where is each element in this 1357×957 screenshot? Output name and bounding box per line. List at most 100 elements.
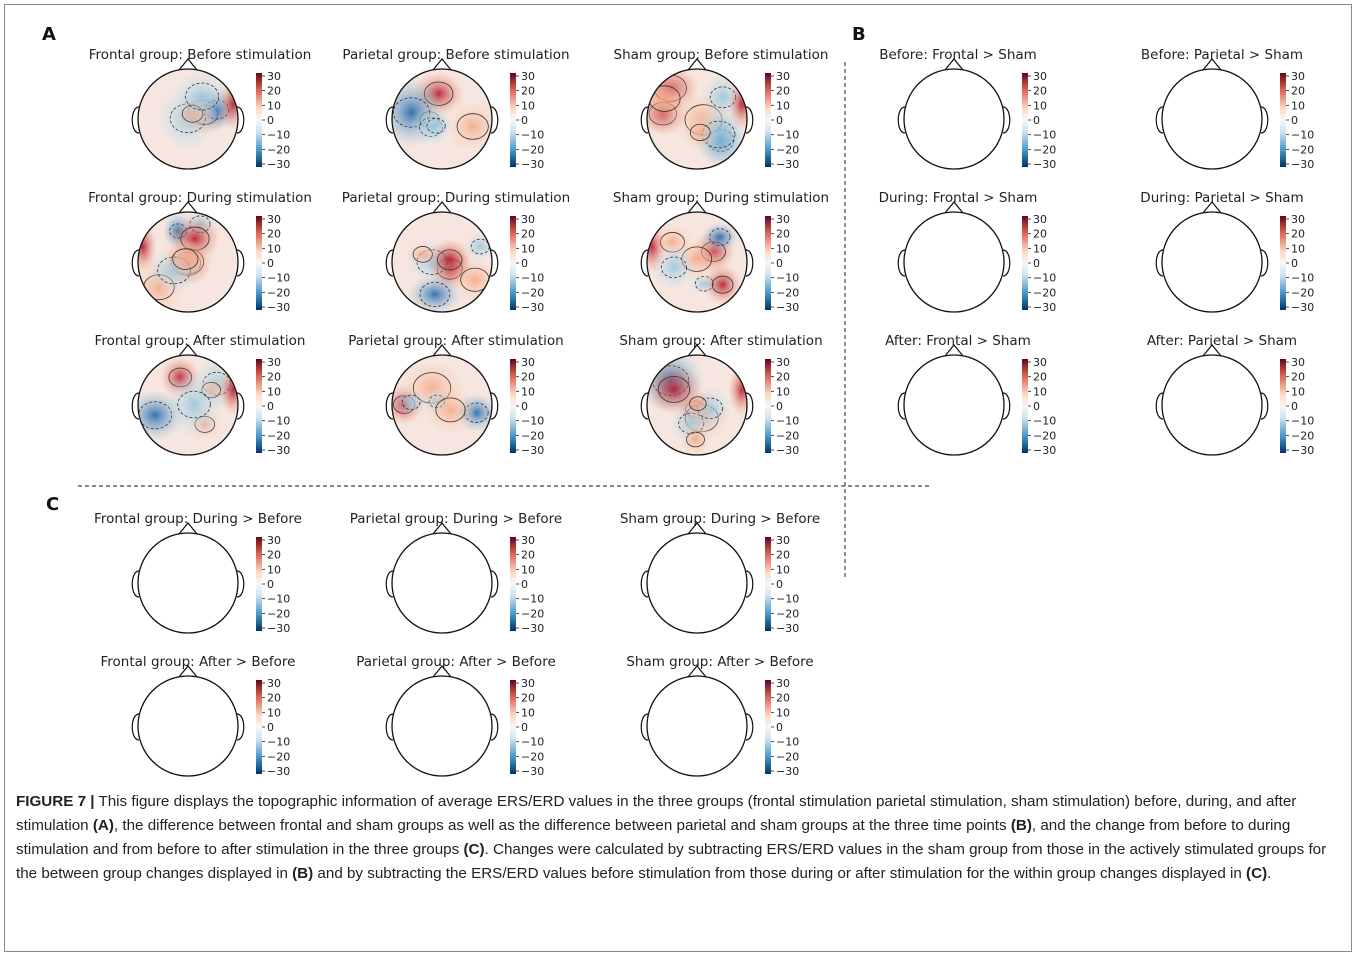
colorbar-tick-label: −20 xyxy=(776,429,799,442)
colorbar-tick-label: 20 xyxy=(267,549,281,562)
nose-marker xyxy=(1202,344,1222,357)
left-ear xyxy=(131,570,140,598)
colorbar-tick-label: 20 xyxy=(1033,228,1047,241)
colorbar-tick-label: 0 xyxy=(776,578,783,591)
colorbar-tick-label: −20 xyxy=(776,750,799,763)
left-ear xyxy=(385,392,394,420)
topomap-title: After: Frontal > Sham xyxy=(885,333,1031,349)
caption-text: , and the change from before to during s… xyxy=(16,817,1291,858)
colorbar-tick-label: 30 xyxy=(521,70,535,83)
colorbar-tick-label: 10 xyxy=(521,706,535,719)
left-ear xyxy=(640,106,649,134)
colorbar-tick-label: −20 xyxy=(521,607,544,620)
colorbar-tick-label: 0 xyxy=(267,257,274,270)
topomap-field xyxy=(392,676,503,776)
head-outline xyxy=(903,68,1005,170)
colorbar-tick-label: 10 xyxy=(1033,242,1047,255)
head-outline xyxy=(1161,211,1263,313)
colorbar-tick-label: 10 xyxy=(1291,385,1305,398)
head-outline xyxy=(137,675,239,777)
colorbar-tick-label: −20 xyxy=(776,143,799,156)
right-ear xyxy=(1260,249,1269,277)
colorbar-tick-label: −30 xyxy=(521,301,544,314)
colorbar-tick-label: −30 xyxy=(1291,444,1314,457)
colorbar-tick-label: −10 xyxy=(521,736,544,749)
colorbar-tick-label: 10 xyxy=(1033,99,1047,112)
right-ear xyxy=(490,713,499,741)
topomap-field xyxy=(647,212,747,312)
colorbar-tick-label: 10 xyxy=(776,242,790,255)
colorbar-tick-label: −30 xyxy=(267,622,290,635)
colorbar-tick-label: 30 xyxy=(521,356,535,369)
topomap-field xyxy=(1162,355,1271,456)
colorbar-tick-label: −30 xyxy=(267,158,290,171)
colorbar-tick-label: 30 xyxy=(776,70,790,83)
colorbar-tick-label: 10 xyxy=(267,99,281,112)
colorbar-tick-label: 10 xyxy=(776,385,790,398)
head-outline xyxy=(646,68,748,170)
colorbar-tick-label: 0 xyxy=(267,721,274,734)
colorbar-tick-label: 30 xyxy=(1291,356,1305,369)
colorbar-tick-label: −30 xyxy=(1033,158,1056,171)
nose-marker xyxy=(687,522,707,535)
panel-letter-a: A xyxy=(42,24,56,45)
topomap-title: During: Frontal > Sham xyxy=(879,190,1038,206)
colorbar-tick-label: 0 xyxy=(267,114,274,127)
colorbar-tick-label: 20 xyxy=(267,371,281,384)
topomap-title: Sham group: During stimulation xyxy=(613,190,829,206)
right-ear xyxy=(236,570,245,598)
colorbar xyxy=(1022,216,1028,310)
colorbar-tick-label: 20 xyxy=(521,549,535,562)
colorbar-tick-label: −10 xyxy=(521,129,544,142)
caption-panel-ref: (B) xyxy=(1010,817,1032,834)
topomap: Parietal group: During stimulation 30 2010… xyxy=(342,190,570,314)
colorbar-tick-label: 10 xyxy=(267,242,281,255)
colorbar-tick-label: 30 xyxy=(267,213,281,226)
colorbar xyxy=(1022,73,1028,167)
caption-panel-ref: (C) xyxy=(1246,865,1268,882)
left-ear xyxy=(385,713,394,741)
head-outline xyxy=(137,68,239,170)
colorbar-tick-label: 30 xyxy=(267,356,281,369)
colorbar-tick-label: −20 xyxy=(267,750,290,763)
topomap-title: Sham group: Before stimulation xyxy=(614,47,829,63)
nose-marker xyxy=(944,201,964,214)
colorbar xyxy=(765,216,771,310)
colorbar-tick-label: −20 xyxy=(1033,286,1056,299)
left-ear xyxy=(640,570,649,598)
right-ear xyxy=(745,392,754,420)
colorbar xyxy=(1280,216,1286,310)
topomaps-layer: Frontal group: Before stimulation3020100… xyxy=(88,47,1314,778)
left-ear xyxy=(1155,106,1164,134)
colorbar-tick-label: 20 xyxy=(1291,228,1305,241)
colorbar-tick-label: 10 xyxy=(267,563,281,576)
nose-marker xyxy=(687,344,707,357)
colorbar xyxy=(510,680,516,774)
topomap-title: Sham group: After > Before xyxy=(626,654,813,670)
nose-marker xyxy=(178,665,198,678)
colorbar-tick-label: 20 xyxy=(776,371,790,384)
colorbar-tick-label: −20 xyxy=(521,286,544,299)
head-outline xyxy=(646,354,748,456)
right-ear xyxy=(490,570,499,598)
left-ear xyxy=(131,392,140,420)
colorbar-tick-label: −20 xyxy=(267,607,290,620)
colorbar-tick-label: 20 xyxy=(267,692,281,705)
colorbar-tick-label: −20 xyxy=(1291,143,1314,156)
head-outline xyxy=(903,354,1005,456)
colorbar-tick-label: −20 xyxy=(1033,429,1056,442)
head-outline xyxy=(391,211,493,313)
colorbar-tick-label: −20 xyxy=(1033,143,1056,156)
colorbar-tick-label: −20 xyxy=(1291,286,1314,299)
caption-text: , the difference between frontal and sha… xyxy=(113,817,1011,834)
